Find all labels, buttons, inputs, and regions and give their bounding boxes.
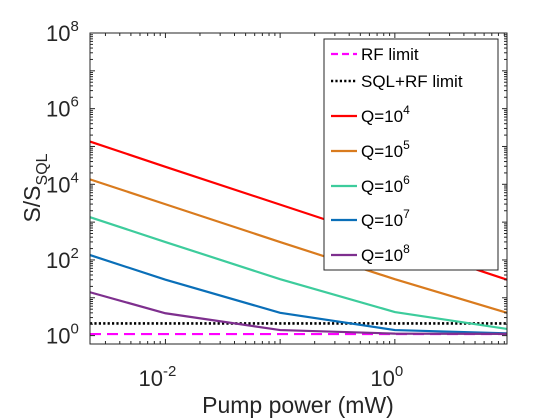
x-axis-label: Pump power (mW) xyxy=(202,392,394,418)
legend-entry-label: SQL+RF limit xyxy=(361,72,463,91)
legend-entry-label: Q=108 xyxy=(361,242,410,265)
y-tick-label: 104 xyxy=(46,169,79,197)
y-axis-label: S/SSQL xyxy=(19,153,51,222)
y-tick-label: 106 xyxy=(46,94,79,122)
legend-entry-label: RF limit xyxy=(361,45,419,64)
legend-box xyxy=(323,38,499,271)
series-line-6 xyxy=(89,291,508,335)
series-line-3 xyxy=(89,178,508,314)
y-tick-label: 108 xyxy=(46,18,79,46)
x-tick-label: 10-2 xyxy=(139,363,177,391)
legend-entry-label: Q=104 xyxy=(361,103,410,126)
series-line-4 xyxy=(89,216,508,331)
x-tick-label: 100 xyxy=(370,363,403,391)
axes-layer: 100 102 104 106 108 10-2 100 xyxy=(46,18,508,391)
y-tick-label: 102 xyxy=(46,245,79,273)
axes-box xyxy=(89,32,508,345)
legend-entry-label: Q=105 xyxy=(361,138,410,161)
y-tick-label: 100 xyxy=(46,321,79,349)
y-axis-label-sub: SQL xyxy=(34,153,51,185)
legend-entry-label: Q=106 xyxy=(361,173,410,196)
legend-entry-label: Q=107 xyxy=(361,207,410,230)
y-axis-label-main: S/S xyxy=(19,185,45,222)
legend: RF limit SQL+RF limit Q=104 Q=105 Q=106 Q=107… xyxy=(323,38,499,271)
series-line-5 xyxy=(89,253,508,335)
